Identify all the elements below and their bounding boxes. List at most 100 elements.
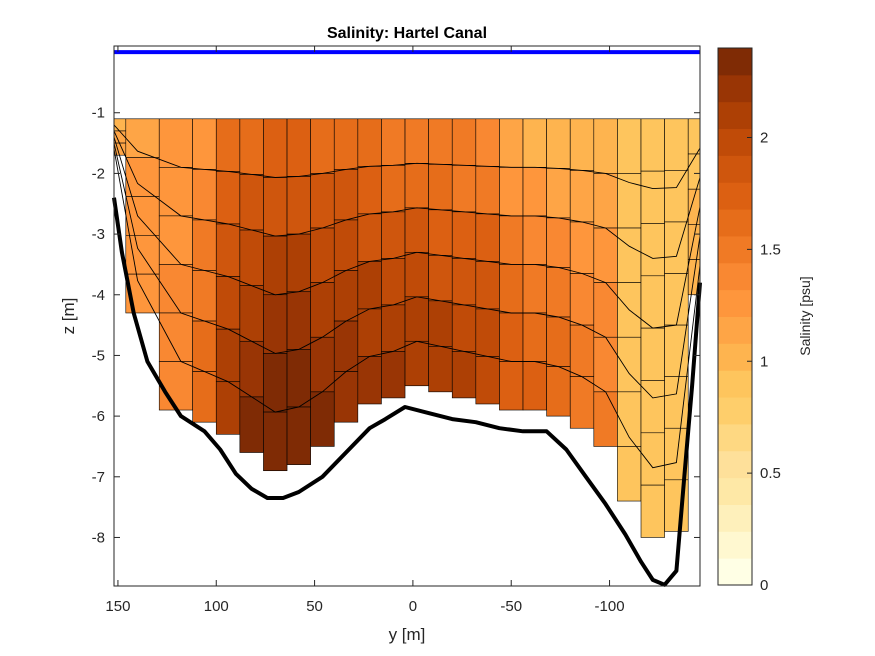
salinity-cell bbox=[546, 316, 571, 367]
salinity-cell bbox=[381, 118, 406, 166]
salinity-cell bbox=[404, 340, 429, 387]
salinity-cell bbox=[192, 320, 217, 372]
salinity-cell bbox=[404, 296, 429, 342]
salinity-cell bbox=[451, 304, 477, 352]
salinity-cell bbox=[381, 211, 406, 259]
plot-frame bbox=[113, 45, 701, 587]
salinity-cell bbox=[125, 157, 160, 197]
salinity-cell bbox=[499, 167, 524, 217]
salinity-cell bbox=[113, 130, 127, 144]
salinity-cell bbox=[215, 118, 241, 172]
salinity-cell bbox=[192, 219, 217, 271]
salinity-cell bbox=[404, 163, 429, 209]
layer-interface-line bbox=[113, 149, 701, 469]
salinity-cell bbox=[451, 211, 477, 259]
salinity-cell bbox=[664, 170, 689, 223]
salinity-cell bbox=[263, 353, 288, 413]
salinity-cell bbox=[125, 196, 160, 236]
colorbar-swatch bbox=[718, 48, 752, 76]
salinity-cell bbox=[286, 176, 311, 235]
x-tick-label: 100 bbox=[204, 598, 229, 615]
colorbar-label: Salinity [psu] bbox=[797, 276, 813, 355]
salinity-cell bbox=[286, 406, 311, 465]
salinity-cell bbox=[192, 169, 217, 221]
salinity-cell bbox=[215, 171, 241, 225]
colorbar-swatch bbox=[718, 504, 752, 532]
salinity-cell bbox=[263, 294, 288, 354]
salinity-cell bbox=[428, 255, 453, 302]
colorbar-swatch bbox=[718, 155, 752, 183]
salinity-cell bbox=[569, 324, 595, 377]
salinity-cell bbox=[239, 396, 264, 453]
salinity-cell bbox=[617, 446, 642, 502]
colorbar-swatch bbox=[718, 477, 752, 505]
salinity-cell bbox=[640, 118, 665, 172]
x-axis-ticks: 150 100 50 0 -50 -100 bbox=[105, 46, 625, 615]
salinity-cell bbox=[125, 235, 160, 275]
salinity-cell bbox=[333, 270, 359, 322]
salinity-cell bbox=[664, 273, 689, 326]
salinity-cell bbox=[475, 356, 500, 405]
salinity-cell bbox=[333, 320, 359, 372]
colorbar-swatch bbox=[718, 74, 752, 103]
y-tick-label: -5 bbox=[92, 347, 105, 364]
salinity-cell bbox=[310, 118, 335, 174]
layer-interface-line bbox=[113, 143, 701, 399]
layer-interface-line bbox=[113, 136, 701, 329]
salinity-cell bbox=[357, 261, 382, 310]
colorbar-swatch bbox=[718, 423, 752, 452]
colorbar-swatch bbox=[718, 289, 752, 317]
salinity-cell bbox=[640, 223, 665, 277]
colorbar-swatch bbox=[718, 316, 752, 344]
salinity-cell bbox=[381, 165, 406, 213]
salinity-cell bbox=[428, 118, 453, 165]
colorbar-swatch bbox=[718, 262, 752, 291]
x-tick-label: 50 bbox=[306, 598, 323, 615]
salinity-cell bbox=[158, 215, 193, 265]
y-tick-label: -2 bbox=[92, 165, 105, 182]
salinity-cell bbox=[640, 170, 665, 224]
salinity-cell bbox=[239, 174, 264, 231]
salinity-cell bbox=[263, 235, 288, 296]
colorbar-swatch bbox=[718, 209, 752, 237]
salinity-cell bbox=[475, 166, 500, 215]
salinity-cell bbox=[158, 118, 193, 168]
salinity-cell bbox=[617, 391, 642, 447]
salinity-cell bbox=[381, 258, 406, 306]
salinity-cell bbox=[125, 118, 160, 158]
y-tick-label: -1 bbox=[92, 105, 105, 122]
salinity-cell bbox=[357, 213, 382, 262]
salinity-cell bbox=[357, 118, 382, 167]
salinity-cell bbox=[617, 173, 642, 229]
x-tick-label: -50 bbox=[500, 598, 522, 615]
salinity-cell bbox=[310, 282, 335, 338]
salinity-cell bbox=[593, 227, 618, 283]
chart-title: Salinity: Hartel Canal bbox=[327, 25, 487, 42]
layer-lines bbox=[113, 124, 701, 469]
salinity-cell bbox=[451, 165, 477, 213]
salinity-cell bbox=[451, 351, 477, 399]
salinity-cell bbox=[286, 118, 311, 177]
salinity-cell bbox=[640, 327, 665, 381]
salinity-cell bbox=[640, 380, 665, 434]
salinity-cell bbox=[357, 308, 382, 357]
salinity-cell bbox=[522, 215, 547, 265]
salinity-cell bbox=[522, 312, 547, 362]
colorbar-tick-label: 2 bbox=[760, 130, 768, 147]
salinity-cell bbox=[640, 432, 665, 486]
salinity-cell bbox=[640, 275, 665, 329]
salinity-cell bbox=[286, 291, 311, 350]
colorbar-tick-label: 0.5 bbox=[760, 465, 781, 482]
salinity-cell bbox=[617, 336, 642, 393]
layer-interface-line bbox=[113, 130, 701, 259]
y-tick-label: -6 bbox=[92, 408, 105, 425]
colorbar-swatch bbox=[718, 128, 752, 156]
y-tick-label: -3 bbox=[92, 226, 105, 243]
salinity-cell bbox=[617, 118, 642, 174]
colorbar-tick-label: 0 bbox=[760, 577, 768, 594]
salinity-cell bbox=[428, 209, 453, 256]
salinity-cell bbox=[475, 261, 500, 310]
colorbar-swatch bbox=[718, 370, 752, 398]
salinity-cell bbox=[593, 118, 618, 174]
